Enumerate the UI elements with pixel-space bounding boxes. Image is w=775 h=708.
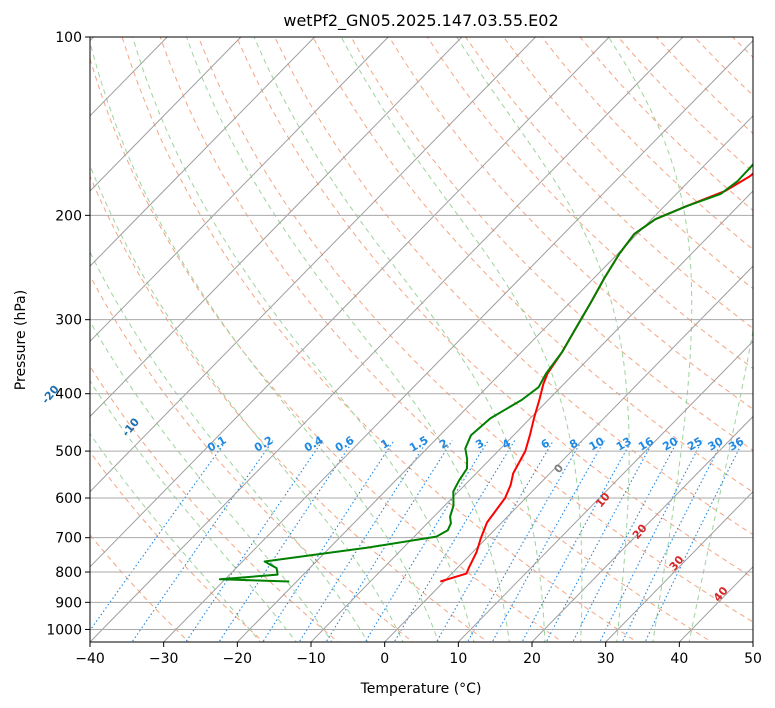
dry-adiabat-line [388,37,753,410]
isotherm-line [90,37,610,568]
x-tick-label: −40 [75,651,105,667]
mixing-ratio-line [90,440,227,632]
mixing-ratio-label: 4 [500,436,513,451]
dry-adiabat-line [541,37,753,251]
moist-adiabat-label: 0 [551,461,566,475]
moist-adiabat-line [340,37,583,642]
moist-adiabat-line [608,37,693,642]
x-axis: −40 −30 −20 −10 0 10 20 30 40 50 [75,642,762,667]
y-tick-label: 100 [55,30,82,46]
moist-adiabat-line [90,163,404,642]
background-lines [90,37,775,644]
y-tick-label: 1000 [46,622,82,638]
y-tick-label: 700 [55,531,82,547]
x-axis-title: Temperature (°C) [360,681,482,697]
dry-adiabat-line [694,37,753,96]
moist-adiabat-line [90,320,333,642]
dry-adiabat-label: -10 [119,415,142,439]
dry-adiabat-line [503,37,753,290]
y-tick-label: 800 [55,565,82,581]
y-tick-label: 200 [55,208,82,224]
isotherm-line [90,37,537,493]
moist-adiabat-line [688,328,753,642]
x-tick-label: 0 [380,651,389,667]
moist-adiabat-label: 30 [667,553,687,573]
isotherm-line [604,490,753,642]
isotherm-line [310,190,753,642]
x-tick-label: −10 [296,651,326,667]
dry-adiabat-line [90,365,340,642]
y-tick-label: 900 [55,595,82,611]
moist-adiabat-line [253,37,546,642]
isotherm-line [90,37,389,343]
dry-adiabat-line [90,274,414,642]
isotherm-line [162,39,753,642]
mixing-ratio-label: 2 [437,437,450,452]
dewpoint-profile-line [218,162,753,583]
y-axis-title: Pressure (hPa) [13,290,29,390]
y-tick-label: 500 [55,444,82,460]
dry-adiabat-line [90,451,265,642]
moist-adiabat-label: 40 [711,584,731,604]
x-tick-label: 40 [670,651,688,667]
x-tick-label: 30 [597,651,615,667]
dry-adiabat-line [236,37,753,579]
mixing-ratio-line [435,440,554,642]
mixing-ratio-line [185,440,324,642]
moist-adiabat-line [456,37,630,642]
mixing-ratio-line [218,440,354,642]
isotherm-line [752,641,753,642]
moist-adiabat-line [90,250,369,642]
mixing-ratio-line [644,440,744,642]
mixing-ratio-label: 6 [539,436,552,451]
moist-adiabat-line [186,37,510,642]
mixing-ratio-line [491,440,605,642]
dry-adiabat-line [426,37,753,370]
mixing-ratio-label: 3 [473,437,486,452]
isotherm-line [678,566,753,642]
x-tick-label: −20 [223,651,253,667]
dry-adiabat-line [159,37,713,642]
mixing-ratio-line [545,440,655,642]
mixing-ratio-line [298,440,428,642]
x-tick-label: 20 [523,651,541,667]
mixing-ratio-line [262,440,395,642]
plot-frame [89,36,754,643]
isotherm-line [90,37,242,192]
y-tick-label: 300 [55,313,82,329]
mixing-ratio-line [521,440,633,642]
y-tick-label: 600 [55,491,82,507]
moist-adiabat-line [90,40,440,642]
isotherm-line [90,37,316,267]
dry-adiabat-line [732,37,753,58]
mixing-ratio-line [325,440,453,642]
mixing-ratio-line [393,440,516,642]
isotherm-line [383,265,753,642]
isotherm-line [531,415,753,642]
dry-adiabat-line [312,37,753,493]
isotherm-line [90,37,463,418]
data-series [218,162,753,583]
dry-adiabat-line [274,37,753,536]
dry-adiabat-line [90,175,489,642]
mixing-ratio-line [364,440,489,642]
moist-adiabat-line [90,379,297,642]
y-tick-label: 400 [55,387,82,403]
isotherm-line [236,115,753,642]
y-axis: 100 200 300 400 500 600 700 800 900 1000 [46,30,90,638]
moist-adiabat-label: 10 [593,490,613,510]
dry-adiabat-line [121,37,638,642]
mixing-ratio-line [131,440,274,642]
dry-adiabat-line [771,37,775,644]
x-tick-label: −30 [149,651,179,667]
x-tick-label: 10 [449,651,467,667]
chart-title: wetPf2_GN05.2025.147.03.55.E02 [283,11,558,31]
dry-adiabat-line [350,37,753,451]
isotherm-line [90,37,684,642]
x-tick-label: 50 [744,651,762,667]
mixing-ratio-line [572,440,679,642]
isotherm-line [457,340,753,642]
